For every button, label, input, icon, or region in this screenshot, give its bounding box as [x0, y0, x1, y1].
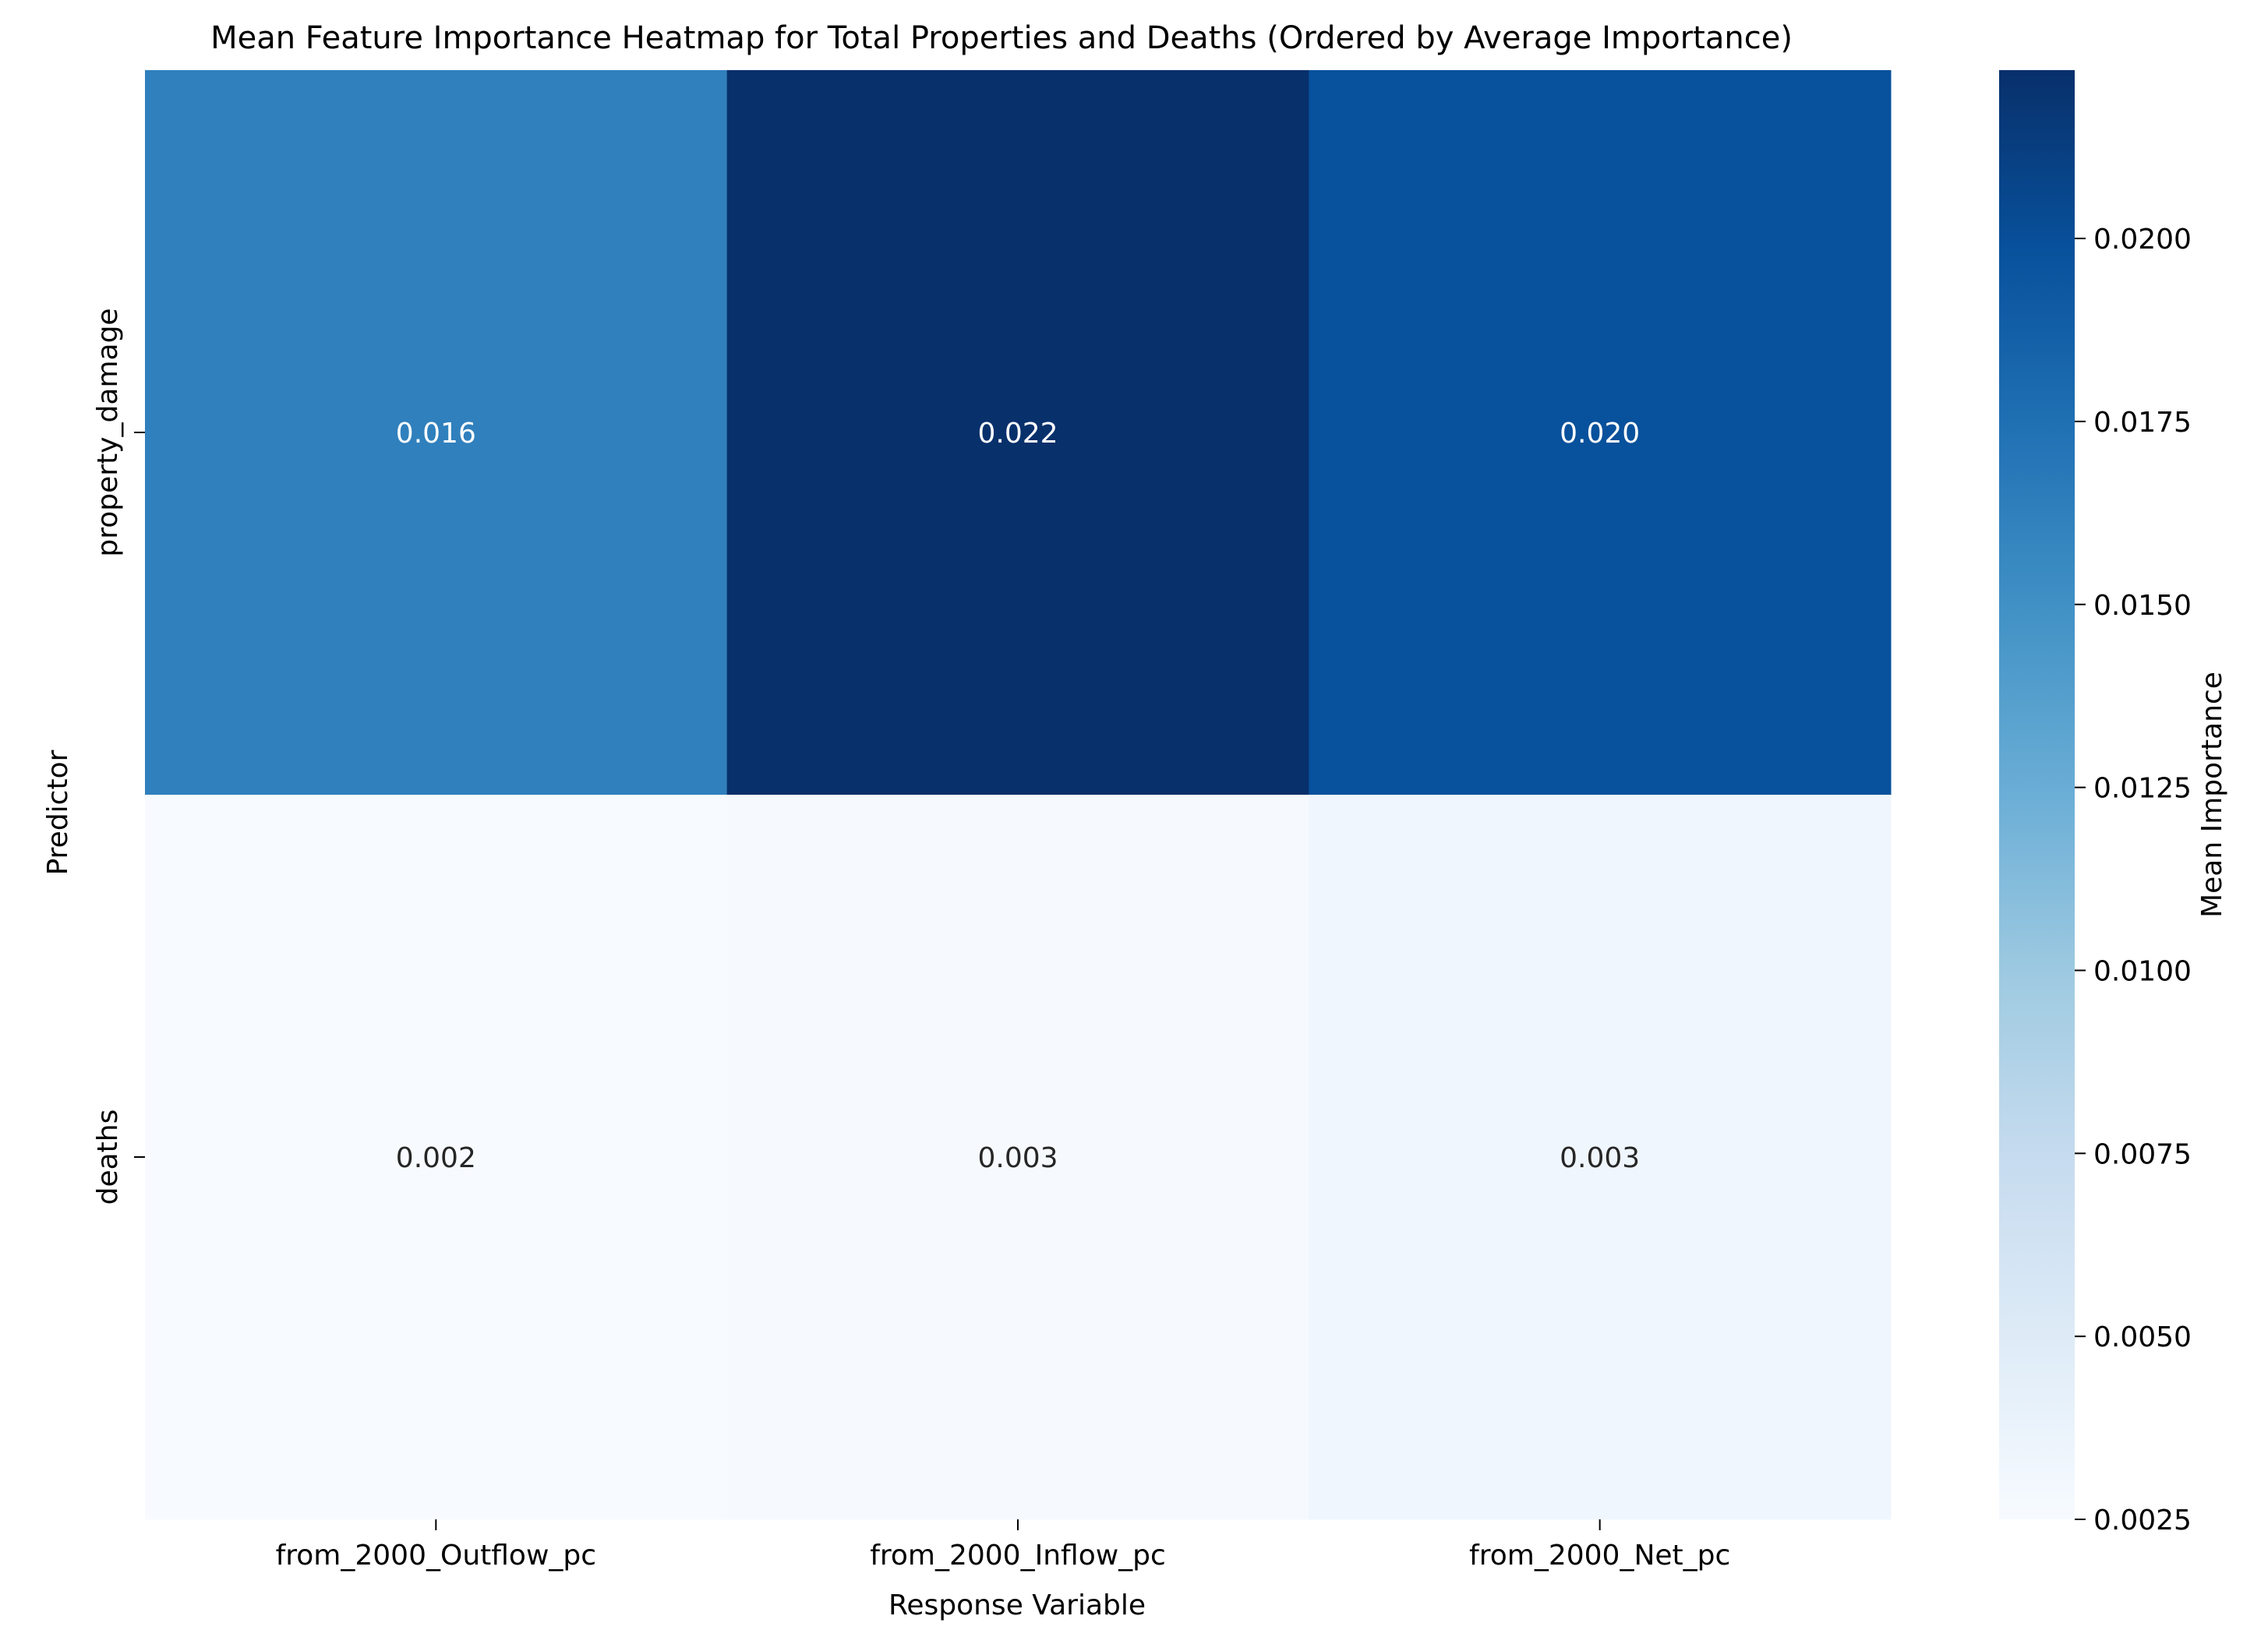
y-tick-label: deaths: [92, 1110, 124, 1205]
colorbar-tick-label: 0.0075: [2093, 1138, 2192, 1170]
y-axis-label: Predictor: [42, 750, 74, 875]
chart-title: Mean Feature Importance Heatmap for Tota…: [210, 20, 1793, 56]
x-tick-label: from_2000_Net_pc: [1469, 1540, 1730, 1572]
heatmap-cell-value: 0.003: [977, 1142, 1058, 1174]
colorbar-tick-label: 0.0050: [2093, 1321, 2192, 1353]
heatmap-cells: [145, 70, 1892, 1520]
heatmap-cell-value: 0.022: [977, 418, 1058, 450]
heatmap-cell-value: 0.002: [396, 1142, 476, 1174]
colorbar-label: Mean Importance: [2196, 672, 2228, 918]
colorbar-tick-label: 0.0175: [2093, 407, 2192, 439]
colorbar-tick-label: 0.0125: [2093, 773, 2192, 805]
heatmap-cell-value: 0.003: [1560, 1142, 1640, 1174]
x-tick-label: from_2000_Outflow_pc: [276, 1540, 596, 1572]
x-axis-label: Response Variable: [888, 1589, 1146, 1621]
x-axis: from_2000_Outflow_pc from_2000_Inflow_pc f…: [276, 1519, 1731, 1572]
colorbar-tick-label: 0.0150: [2093, 590, 2192, 622]
y-tick-label: property_damage: [92, 308, 124, 556]
heatmap-cell-value: 0.016: [396, 418, 476, 450]
colorbar-ticks: 0.0025 0.0050 0.0075 0.0100 0.0125 0.0150 0.01…: [2075, 224, 2192, 1536]
colorbar: [1999, 70, 2075, 1519]
colorbar-tick-label: 0.0100: [2093, 955, 2192, 987]
colorbar-tick-label: 0.0200: [2093, 224, 2192, 256]
colorbar-tick-label: 0.0025: [2093, 1505, 2192, 1536]
heatmap-cell-value: 0.020: [1560, 418, 1640, 450]
x-tick-label: from_2000_Inflow_pc: [870, 1540, 1166, 1572]
